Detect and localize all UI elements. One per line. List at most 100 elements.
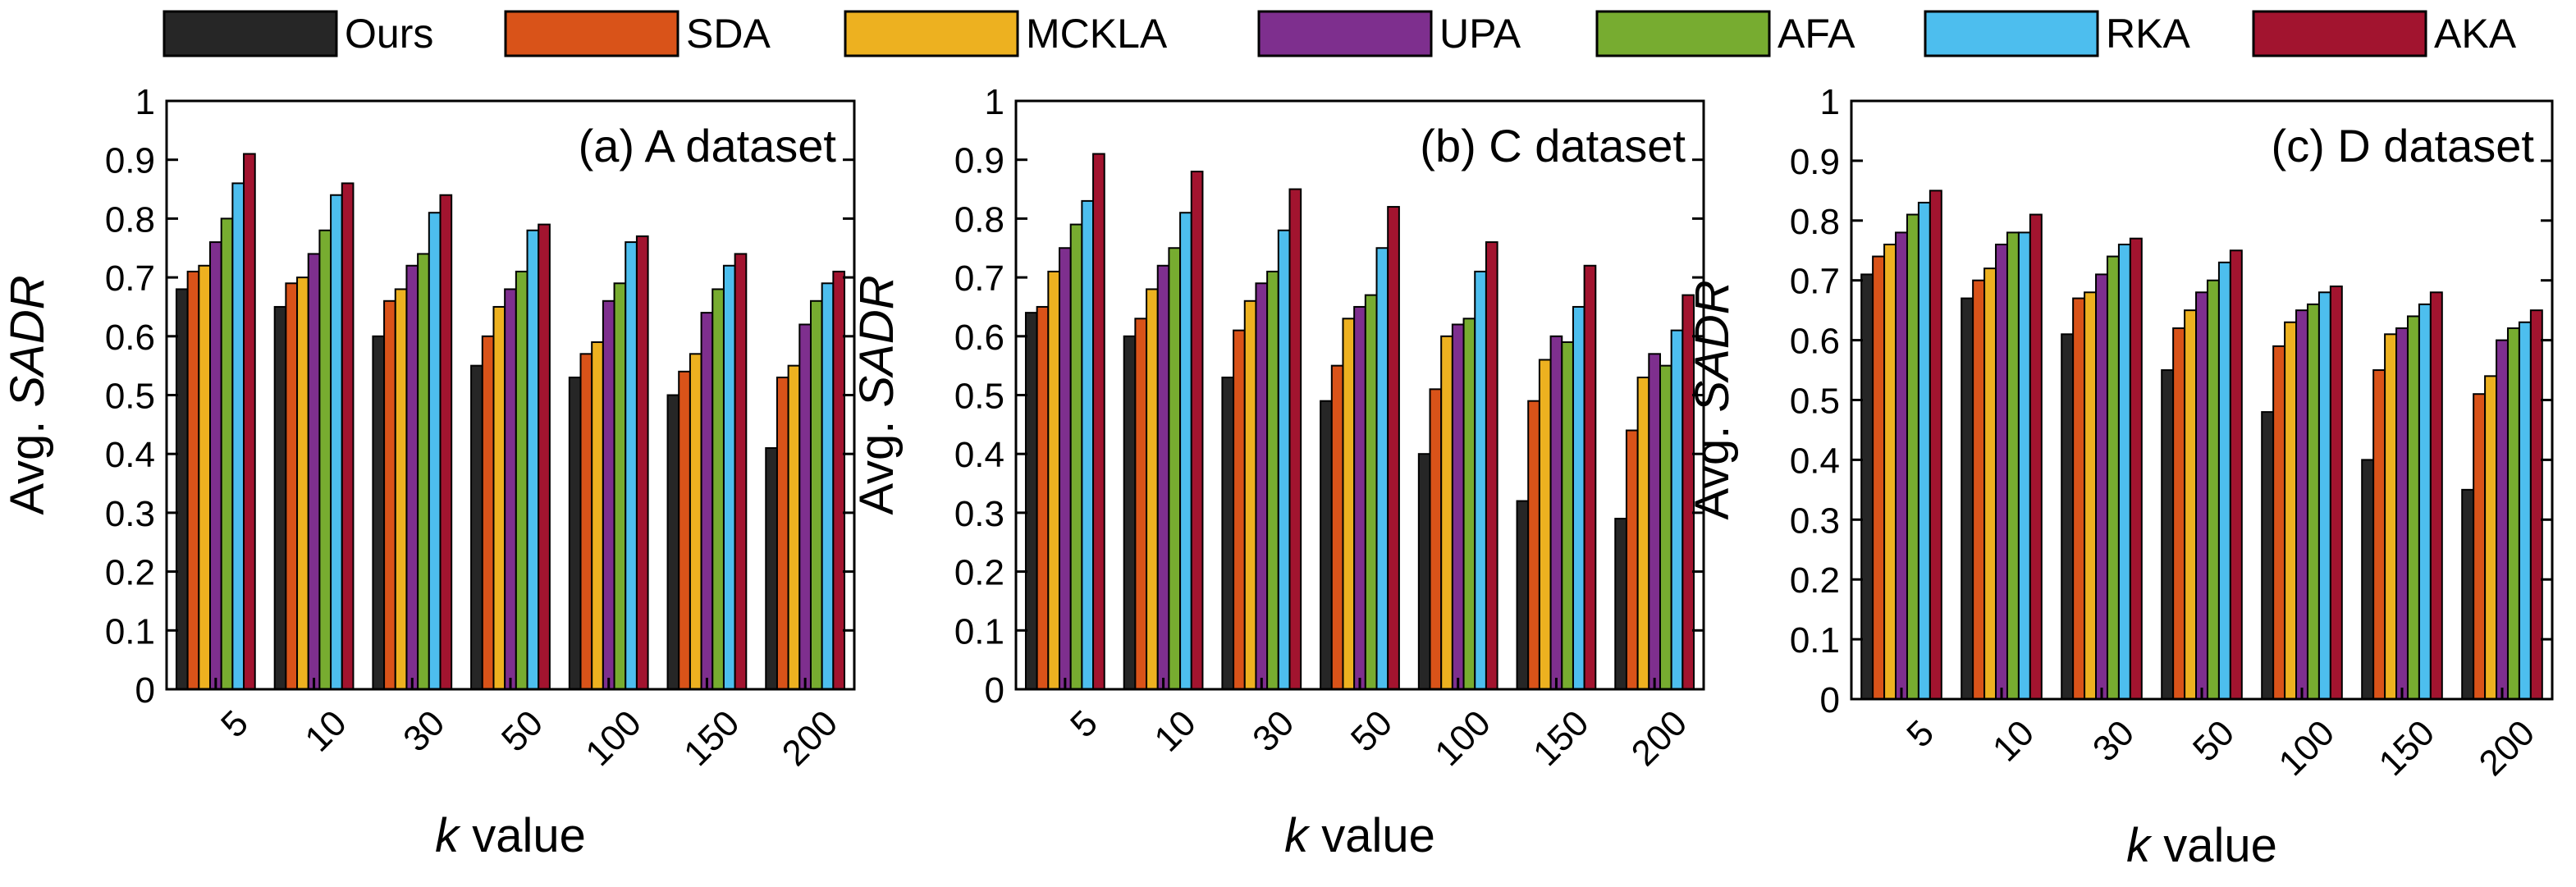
bar-mckla-30: [1243, 299, 1257, 690]
bar-upa-30: [2095, 273, 2108, 701]
y-tick-label: 0.1: [105, 611, 155, 652]
bar-rka-50: [1375, 247, 1389, 690]
chart-panel-2: 00.10.20.30.40.50.60.70.80.915 10 30 50 100 1…: [850, 82, 1705, 862]
bar-aka-50: [538, 223, 551, 690]
bar-aka-30: [1288, 188, 1302, 691]
y-tick-label: 0.5: [105, 377, 155, 417]
legend-swatch-aka: [2252, 10, 2427, 57]
bar-ours-50: [2161, 369, 2175, 700]
bar-ours-200: [1614, 518, 1627, 690]
bar-rka-150: [2418, 303, 2432, 700]
bar-afa-150: [1561, 341, 1574, 690]
bar-mckla-10: [1146, 288, 1159, 690]
bar-rka-5: [1081, 199, 1095, 690]
y-tick-label: 0.9: [954, 141, 1004, 181]
bar-ours-200: [765, 447, 778, 691]
bar-afa-5: [1906, 213, 1919, 700]
bar-aka-5: [1092, 153, 1105, 690]
legend-label-sda: SDA: [686, 11, 771, 57]
legend-label-rka: RKA: [2106, 11, 2190, 57]
bar-ours-5: [1024, 312, 1038, 690]
bar-afa-150: [2406, 315, 2420, 700]
legend-label-ours: Ours: [345, 11, 433, 57]
bar-rka-30: [2117, 243, 2131, 700]
bar-afa-30: [2106, 255, 2120, 701]
bar-upa-150: [700, 312, 714, 690]
bar-mckla-5: [198, 264, 212, 690]
bar-rka-10: [330, 194, 343, 691]
y-tick-label: 0.8: [105, 199, 155, 240]
bar-ours-50: [1320, 400, 1333, 690]
bar-aka-5: [243, 153, 256, 690]
bar-upa-200: [2496, 339, 2509, 700]
bar-aka-100: [635, 235, 649, 691]
bar-upa-30: [1255, 282, 1269, 690]
bar-rka-150: [722, 264, 736, 690]
bar-rka-100: [2317, 291, 2331, 700]
bar-rka-50: [2217, 261, 2231, 700]
y-tick-label: 0.4: [1790, 441, 1840, 481]
bar-sda-10: [285, 282, 299, 690]
bar-sda-200: [1625, 429, 1639, 691]
bar-aka-50: [1387, 206, 1400, 690]
bar-aka-150: [2429, 291, 2443, 700]
y-tick-label: 1: [1820, 82, 1840, 122]
bar-rka-100: [1474, 270, 1487, 690]
bar-afa-30: [417, 253, 430, 691]
bar-sda-100: [579, 353, 593, 690]
bar-sda-200: [776, 376, 789, 690]
y-tick-label: 0.1: [1790, 620, 1840, 661]
y-tick-label: 0: [135, 670, 155, 711]
legend-swatch-upa: [1257, 10, 1433, 57]
bar-ours-10: [273, 305, 287, 690]
bar-aka-5: [1929, 190, 1942, 701]
bar-mckla-50: [1342, 318, 1356, 690]
bar-afa-50: [1364, 294, 1378, 690]
legend-swatch-afa: [1595, 10, 1771, 57]
bar-mckla-150: [2384, 333, 2398, 700]
bar-upa-200: [1648, 353, 1661, 690]
bar-aka-10: [1190, 171, 1204, 691]
bar-mckla-50: [492, 305, 506, 690]
bar-sda-200: [2473, 393, 2487, 700]
bar-upa-50: [504, 288, 517, 690]
bar-ours-150: [666, 394, 680, 690]
bar-rka-50: [526, 229, 540, 690]
y-axis-title: Avg. SADR: [1, 275, 54, 514]
bar-afa-100: [1462, 318, 1476, 690]
chart-panel-3: 00.10.20.30.40.50.60.70.80.915 10 30 50 100 1…: [1686, 82, 2554, 872]
y-tick-label: 0.7: [105, 258, 155, 299]
bar-mckla-5: [1047, 270, 1061, 690]
y-tick-label: 0: [985, 670, 1004, 711]
bar-upa-50: [2195, 291, 2208, 700]
bar-afa-200: [1659, 364, 1672, 690]
legend-label-upa: UPA: [1439, 11, 1521, 57]
bar-ours-5: [1860, 273, 1874, 701]
bar-rka-10: [2017, 231, 2031, 700]
legend: Ours SDA MCKLA UPA AFA RKA AKA: [162, 10, 2517, 57]
y-tick-label: 0.3: [1790, 501, 1840, 541]
bar-sda-30: [2072, 297, 2086, 700]
bar-sda-30: [383, 299, 396, 690]
bar-ours-30: [1221, 376, 1235, 690]
bar-rka-200: [2518, 321, 2532, 700]
bar-upa-5: [1059, 247, 1072, 690]
legend-label-aka: AKA: [2434, 11, 2517, 57]
bar-ours-10: [1123, 335, 1137, 690]
bar-afa-200: [809, 299, 823, 690]
bar-sda-100: [2272, 345, 2286, 700]
y-tick-label: 0.8: [1790, 202, 1840, 242]
bar-mckla-100: [2284, 321, 2298, 700]
y-tick-label: 0.3: [105, 494, 155, 534]
y-tick-label: 0.7: [954, 258, 1004, 299]
bar-afa-5: [1069, 223, 1083, 690]
bar-aka-150: [734, 253, 748, 691]
y-axis-title: Avg. SADR: [1686, 280, 1739, 519]
bar-sda-10: [1134, 318, 1148, 690]
bar-ours-150: [1516, 500, 1530, 690]
panel-title: (a) A dataset: [579, 120, 837, 171]
bar-upa-10: [307, 253, 321, 691]
bar-rka-200: [821, 282, 835, 690]
bar-sda-100: [1429, 388, 1443, 690]
